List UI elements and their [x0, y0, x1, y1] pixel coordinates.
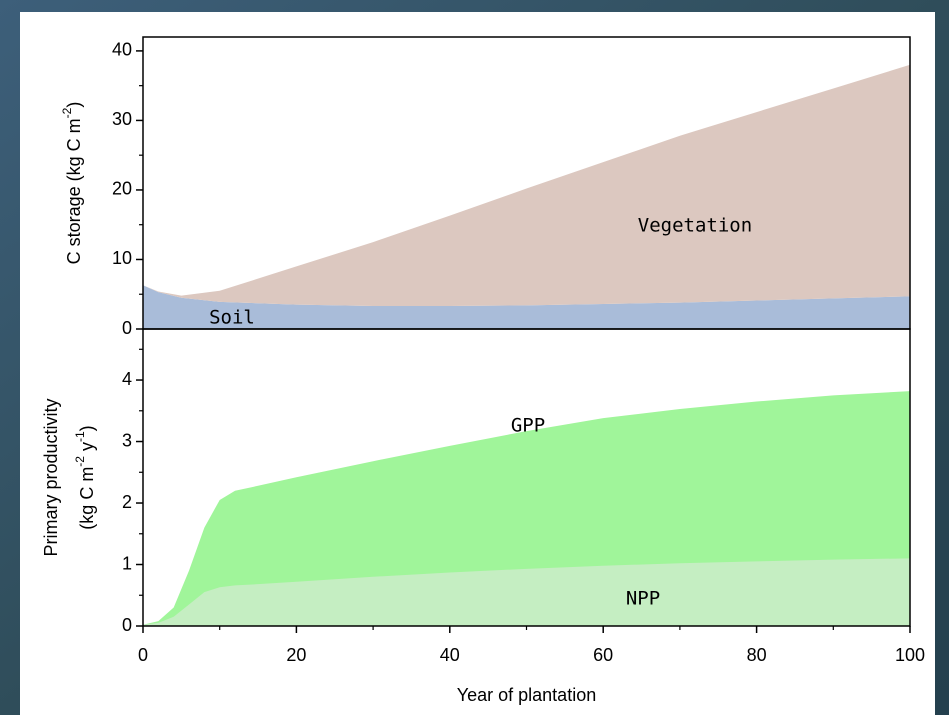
axis-title-part: -1 [73, 431, 87, 442]
x-tick-label: 100 [895, 645, 925, 665]
axis-title-part: ) [64, 102, 84, 108]
y-tick-label: 0 [122, 318, 132, 338]
chart: SoilVegetation010203040C storage (kg C m… [0, 0, 949, 715]
series-label: NPP [626, 588, 660, 610]
y-tick-label: 20 [112, 179, 132, 199]
axis-title-part: C storage (kg C m [64, 118, 84, 264]
x-tick-label: 40 [440, 645, 460, 665]
axis-title-part: y [77, 442, 97, 456]
series-label: Soil [209, 307, 255, 329]
x-tick-label: 60 [593, 645, 613, 665]
y-tick-label: 40 [112, 40, 132, 60]
y-tick-label: 4 [122, 369, 132, 389]
x-tick-label: 0 [138, 645, 148, 665]
x-tick-label: 80 [747, 645, 767, 665]
x-tick-label: 20 [286, 645, 306, 665]
series-label: GPP [511, 415, 545, 437]
y-tick-label: 3 [122, 430, 132, 450]
y-tick-label: 10 [112, 248, 132, 268]
axis-title-part: Primary productivity [41, 398, 61, 556]
y-tick-label: 30 [112, 109, 132, 129]
axis-title-part: (kg C m [77, 467, 97, 530]
series-label: Vegetation [638, 215, 752, 237]
y-tick-label: 0 [122, 615, 132, 635]
axis-title-part: ) [77, 425, 97, 431]
axis-title: C storage (kg C m-2) [60, 102, 84, 265]
y-tick-label: 2 [122, 492, 132, 512]
y-tick-label: 1 [122, 553, 132, 573]
x-axis-title: Year of plantation [457, 685, 596, 705]
axis-title-part: -2 [73, 456, 87, 467]
axis-title: Primary productivity [41, 398, 61, 556]
axis-title-part: -2 [60, 107, 74, 118]
